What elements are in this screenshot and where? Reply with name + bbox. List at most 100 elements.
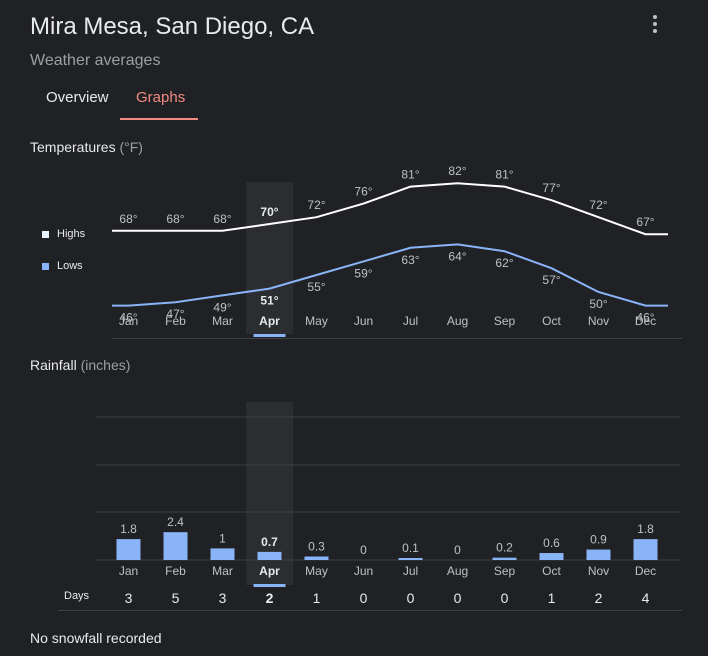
temperatures-title: Temperatures <box>30 139 116 155</box>
month-tick-label[interactable]: Feb <box>165 564 186 578</box>
rainfall-bar <box>586 549 611 560</box>
rain-days-value: 1 <box>313 590 321 606</box>
highs-value-label: 82° <box>448 164 466 178</box>
month-tick-label[interactable]: Dec <box>635 314 656 328</box>
month-tick-label[interactable]: May <box>305 564 328 578</box>
month-tick-label[interactable]: Dec <box>635 564 656 578</box>
highs-line <box>112 182 668 236</box>
selected-month-marker <box>253 334 286 337</box>
selected-month-marker <box>253 584 286 587</box>
highs-value-label: 68° <box>213 212 231 226</box>
rainfall-bar <box>163 532 188 560</box>
lows-value-label: 51° <box>260 294 278 308</box>
rain-days-value: 1 <box>548 590 556 606</box>
rain-days-value: 4 <box>642 590 650 606</box>
temperatures-heading: Temperatures (°F) <box>30 139 143 155</box>
tab-overview[interactable]: Overview <box>46 89 109 106</box>
month-tick-label[interactable]: Oct <box>542 314 561 328</box>
highs-value-label: 70° <box>260 205 278 219</box>
month-tick-label[interactable]: Sep <box>494 564 516 578</box>
rain-days-value: 3 <box>219 590 227 606</box>
rainfall-chart: 1.8 2.4 1 0.7 0.3 0 0.1 0 0.2 0.6 0.9 1.8 Jan 3 Feb 5 Ma… <box>96 402 680 606</box>
rainfall-value-label: 0 <box>360 543 367 557</box>
lows-value-label: 63° <box>401 253 419 267</box>
days-label: Days <box>64 590 90 602</box>
month-tick-label[interactable]: Feb <box>165 314 186 328</box>
rainfall-value-label: 0 <box>454 543 461 557</box>
rainfall-unit: (inches) <box>80 357 131 373</box>
legend-highs-label: Highs <box>57 228 86 240</box>
rain-days-value: 2 <box>266 590 274 606</box>
legend-highs: Highs <box>42 228 85 240</box>
month-tick-label[interactable]: Jul <box>403 314 418 328</box>
page-subtitle: Weather averages <box>30 52 161 69</box>
month-tick-label[interactable]: Apr <box>259 564 280 578</box>
legend-lows: Lows <box>42 260 83 272</box>
lows-value-label: 59° <box>354 266 372 280</box>
highs-value-label: 81° <box>401 168 419 182</box>
lows-value-label: 49° <box>213 300 231 314</box>
rainfall-value-label: 0.2 <box>496 541 513 555</box>
lows-legend-swatch <box>42 262 49 270</box>
month-tick-label[interactable]: Aug <box>447 564 468 578</box>
month-tick-label[interactable]: Aug <box>447 314 468 328</box>
month-tick-label[interactable]: Jun <box>354 314 373 328</box>
rainfall-value-label: 0.1 <box>402 541 419 555</box>
temperatures-unit: (°F) <box>119 139 143 155</box>
highs-value-label: 77° <box>542 181 560 195</box>
rainfall-value-label: 0.3 <box>308 540 325 554</box>
lows-value-label: 55° <box>307 280 325 294</box>
rainfall-heading: Rainfall (inches) <box>30 357 130 373</box>
rainfall-value-label: 2.4 <box>167 515 184 529</box>
month-tick-label[interactable]: Mar <box>212 564 233 578</box>
rainfall-value-label: 0.9 <box>590 533 607 547</box>
rain-days-value: 0 <box>407 590 415 606</box>
highs-value-label: 72° <box>307 198 325 212</box>
tab-selected-indicator <box>120 118 198 120</box>
month-tick-label[interactable]: Apr <box>259 314 280 328</box>
highs-value-label: 67° <box>636 215 654 229</box>
highs-value-label: 68° <box>119 212 137 226</box>
month-tick-label[interactable]: Jan <box>119 314 138 328</box>
rain-days-value: 0 <box>501 590 509 606</box>
rainfall-bar <box>257 551 282 560</box>
rain-days-value: 0 <box>360 590 368 606</box>
rainfall-value-label: 0.7 <box>261 535 278 549</box>
rainfall-bar <box>116 539 141 560</box>
month-tick-label[interactable]: Mar <box>212 314 233 328</box>
month-tick-label[interactable]: Jul <box>403 564 418 578</box>
month-tick-label[interactable]: Oct <box>542 564 561 578</box>
temperature-chart: 68° 68° 68° 70° 72° 76° 81° 82° 81° 77° 72° 67° 46° 4… <box>112 164 668 337</box>
legend-lows-label: Lows <box>57 260 83 272</box>
rain-days-value: 0 <box>454 590 462 606</box>
rainfall-divider <box>58 610 682 611</box>
page-title: Mira Mesa, San Diego, CA <box>30 13 315 40</box>
rainfall-bar <box>492 557 517 560</box>
highs-value-label: 72° <box>589 198 607 212</box>
month-tick-label[interactable]: Nov <box>588 314 609 328</box>
rainfall-bar <box>210 548 235 560</box>
lows-value-label: 64° <box>448 249 466 263</box>
rain-days-value: 5 <box>172 590 180 606</box>
rainfall-value-label: 1 <box>219 531 226 545</box>
rain-days-value: 2 <box>595 590 603 606</box>
temperature-divider <box>112 338 682 339</box>
lows-value-label: 46° <box>119 311 137 325</box>
tab-graphs[interactable]: Graphs <box>136 89 186 106</box>
month-tick-label[interactable]: Nov <box>588 564 609 578</box>
highs-value-label: 68° <box>166 212 184 226</box>
rainfall-title: Rainfall <box>30 357 77 373</box>
highs-value-label: 81° <box>495 168 513 182</box>
month-tick-label[interactable]: May <box>305 314 328 328</box>
rainfall-bar <box>398 558 423 560</box>
rain-days-value: 3 <box>125 590 133 606</box>
highs-value-label: 76° <box>354 185 372 199</box>
lows-value-label: 50° <box>589 297 607 311</box>
month-tick-label[interactable]: Jan <box>119 564 138 578</box>
month-tick-label[interactable]: Jun <box>354 564 373 578</box>
lows-value-label: 46° <box>636 311 654 325</box>
more-vert-icon[interactable] <box>644 12 666 36</box>
rainfall-bar <box>304 556 329 560</box>
month-tick-label[interactable]: Sep <box>494 314 516 328</box>
rainfall-value-label: 1.8 <box>637 522 654 536</box>
